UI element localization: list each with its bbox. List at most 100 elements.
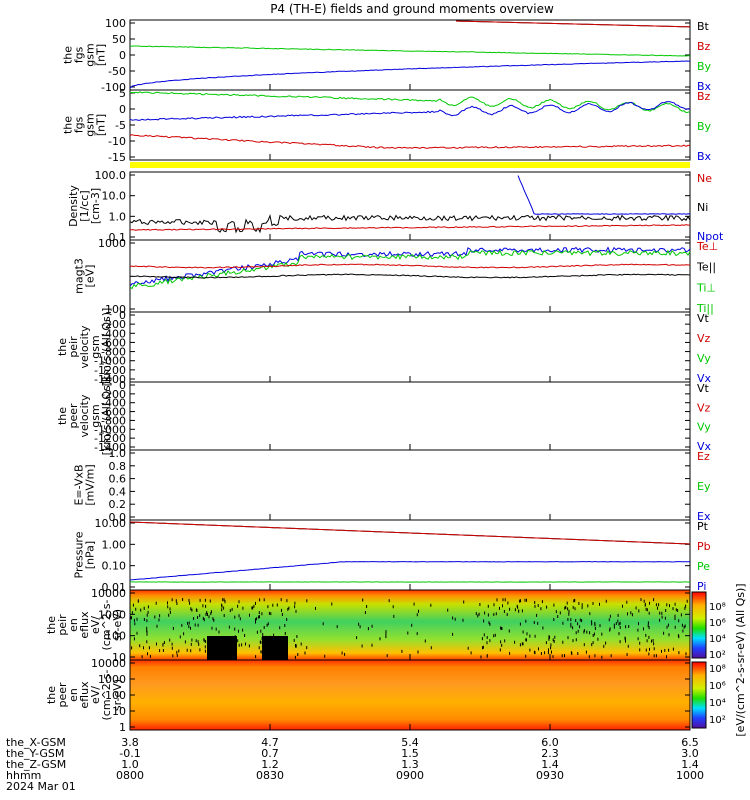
x-axis-labels: the_X-GSM 3.8 4.7 5.4 6.0 6.5 the_Y-GSM -0.1 0.7… <box>6 736 704 793</box>
y-axis-label: the <box>45 686 58 704</box>
panel-efield: 1.00.80.60.40.20.0 E=-VxB[mV/m] Ez Ey Ex <box>73 447 711 524</box>
y-tick-label: -600 <box>101 406 126 419</box>
panel-pressure: 10.00 1.00 0.10 0.01 Pressure[nPa] Pt Pb Pe Pi <box>73 517 711 594</box>
legend-bz: Bz <box>697 90 711 103</box>
spectrogram-peer-spec <box>130 660 690 730</box>
y-axis-label: [1/cc] <box>78 190 91 221</box>
y-axis-label: eV/ <box>89 686 102 704</box>
x-tick-label: 0830 <box>256 769 284 782</box>
series-bx <box>129 101 691 121</box>
series-bx <box>129 60 691 89</box>
y-axis-label: gsm <box>84 43 97 66</box>
y-axis-label: sr-eV) <box>111 679 124 711</box>
y-tick-label: 0.01 <box>102 581 127 594</box>
y-axis-label: the <box>45 616 58 634</box>
legend-vz: Vz <box>697 332 711 345</box>
y-tick-label: 10000 <box>91 587 126 600</box>
y-tick-label: 0.4 <box>109 485 127 498</box>
x-tick-label: 3.0 <box>681 747 699 760</box>
colorbar-tick-label: 10⁸ <box>709 664 726 675</box>
legend-ez: Ez <box>697 450 710 463</box>
axes-box <box>129 171 691 241</box>
y-tick-label: -1200 <box>94 364 126 377</box>
spectrogram-dropouts <box>130 598 688 659</box>
colorbar-tick-label: 10² <box>709 650 726 661</box>
y-axis-label: peer <box>67 403 80 429</box>
y-axis-label: (cm^2-s- <box>100 600 113 651</box>
panel-peir-spec: 10000 1000 100 10 thepeirenefluxeV/(cm^2-s-s… <box>45 587 691 664</box>
axes-box <box>129 19 691 91</box>
x-tick-label: 6.0 <box>541 736 559 749</box>
y-tick-label: 100 <box>105 630 126 643</box>
x-tick-label: 0900 <box>396 769 424 782</box>
y-axis-label: [km/s (All Qs)] <box>100 308 113 387</box>
legend-pi: Pi <box>697 580 706 593</box>
y-tick-label: 1000 <box>98 608 126 621</box>
y-tick-label: 10.0 <box>102 190 127 203</box>
x-tick-label: 5.4 <box>401 736 419 749</box>
y-tick-label: -5 <box>115 119 126 132</box>
x-tick-label: 3.8 <box>121 736 139 749</box>
y-tick-label: 1000 <box>98 237 126 250</box>
y-tick-label: 0.2 <box>109 498 127 511</box>
colorbar-tick-label: 10⁸ <box>709 602 726 613</box>
series-pi <box>129 561 691 581</box>
y-tick-label: -1000 <box>94 423 126 436</box>
y-tick-label: -1400 <box>94 373 126 386</box>
colorbar-tick-label: 10⁴ <box>709 634 726 645</box>
colorbar-tick-label: 10⁶ <box>709 681 726 692</box>
y-tick-label: 5 <box>119 87 126 100</box>
y-tick-label: -15 <box>108 151 126 164</box>
y-axis-label: peer <box>56 682 69 708</box>
y-axis-label: [cm-3] <box>89 188 102 224</box>
x-row-label: the_Y-GSM <box>6 747 64 760</box>
y-axis-label: E=-VxB <box>73 464 86 505</box>
x-tick-label: 0800 <box>116 769 144 782</box>
y-tick-label: 1.0 <box>109 210 127 223</box>
y-tick-label: 1.00 <box>102 538 127 551</box>
colorbar-tick-label: 10² <box>709 715 726 726</box>
y-tick-label: 0.8 <box>109 460 127 473</box>
colorbar-label: [eV/(cm^2-s-sr-eV) (All Qs)] <box>734 583 747 736</box>
y-axis-label: [km/s (All Qs)] <box>100 377 113 456</box>
panels: 100500-50-100thefgsgsm[nT]BtBzByBx50-5-1… <box>45 17 724 734</box>
y-tick-label: 10 <box>112 651 126 664</box>
series-ti-perp <box>129 246 691 287</box>
y-axis-label: magt3 <box>73 258 86 294</box>
legend-bz: Bz <box>697 40 711 53</box>
colorbar-top <box>691 591 707 659</box>
spectrogram-gap <box>207 636 237 660</box>
y-axis-label: (cm^2-s- <box>100 670 113 721</box>
y-tick-label: 1.0 <box>109 447 127 460</box>
y-tick-label: -800 <box>101 414 126 427</box>
legend-pe: Pe <box>697 560 710 573</box>
y-tick-label: 100.0 <box>95 169 127 182</box>
y-axis-label: peir <box>56 614 69 636</box>
x-tick-label: 2.3 <box>541 747 559 760</box>
legend-vt: Vt <box>697 382 710 395</box>
x-tick-label: 1.4 <box>541 758 559 771</box>
y-tick-label: -1200 <box>94 432 126 445</box>
y-tick-label: -100 <box>101 81 126 94</box>
x-tick-label: 1.2 <box>261 758 279 771</box>
series-pb <box>129 521 691 545</box>
x-tick-label: 6.5 <box>681 736 699 749</box>
y-axis-label: [nT] <box>95 44 108 66</box>
series-by <box>129 91 691 114</box>
series-npot <box>517 175 691 215</box>
series-te-par <box>129 273 691 279</box>
panel-peir-vel: 0-200-400-600-800-1000-1200-1400 thepeirv… <box>56 308 712 387</box>
x-tick-label: 4.7 <box>261 736 279 749</box>
y-axis-label: peir <box>67 336 80 358</box>
axes-box <box>129 519 691 591</box>
y-axis-label: Pressure <box>73 531 86 578</box>
x-row-label: the_X-GSM <box>6 736 66 749</box>
y-axis-label: [nT] <box>95 114 108 136</box>
panel-temp: 1000 100 magt3[eV] Te⊥ Te|| Ti⊥ Ti|| <box>73 237 719 316</box>
y-tick-label: 0.6 <box>109 473 127 486</box>
y-tick-label: 0 <box>119 309 126 322</box>
y-axis-label: the <box>62 46 75 64</box>
y-tick-label: 1000 <box>98 673 126 686</box>
y-tick-label: 50 <box>112 33 126 46</box>
